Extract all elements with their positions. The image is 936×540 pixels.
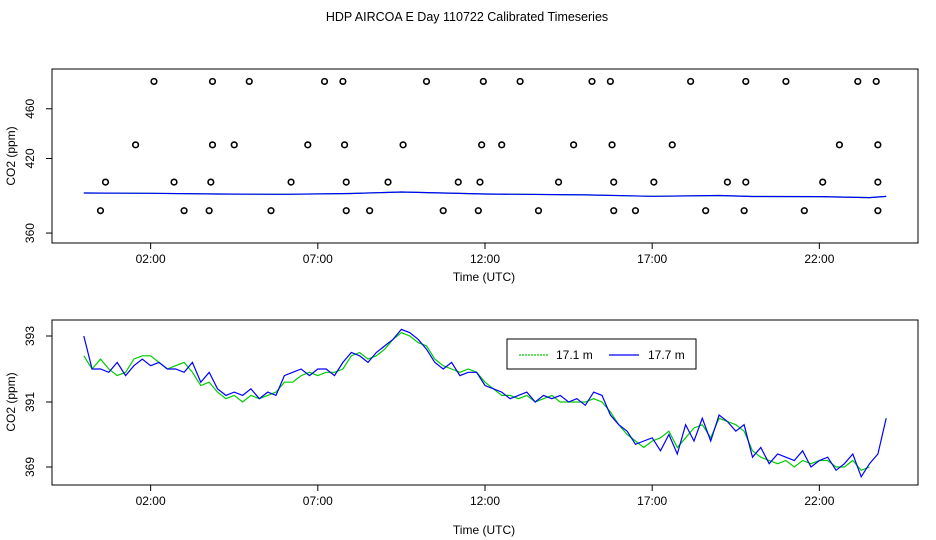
- axis-ticks-1: 02:00 07:00 12:00 17:00 22:00 360 420 460: [23, 98, 835, 266]
- data-point: [854, 77, 862, 86]
- data-point: [150, 77, 158, 86]
- data-point: [668, 141, 676, 149]
- data-point: [516, 77, 524, 86]
- data-point: [422, 77, 431, 86]
- data-point: [606, 77, 614, 86]
- data-point: [702, 207, 710, 215]
- data-point: [479, 77, 487, 86]
- data-point: [180, 207, 188, 215]
- series-line-17-7m: [83, 328, 887, 479]
- data-point: [230, 141, 238, 149]
- legend-label-17-1m: 17.1 m: [556, 348, 593, 362]
- data-point: [874, 207, 882, 215]
- x-tick-label: 02:00: [136, 252, 166, 266]
- legend-label-17-7m: 17.7 m: [648, 348, 685, 362]
- data-point: [342, 178, 350, 186]
- series-line-17-7m: [83, 191, 887, 199]
- data-point: [631, 207, 640, 215]
- series-line-17-1m: [83, 332, 870, 472]
- data-point: [384, 178, 392, 186]
- x-tick-label: 17:00: [637, 494, 667, 508]
- data-point: [366, 207, 374, 215]
- data-point: [588, 77, 596, 86]
- data-point: [399, 141, 407, 149]
- data-point: [874, 178, 882, 186]
- y-tick-label: 369: [23, 457, 37, 477]
- data-point: [439, 207, 447, 215]
- panel-scatter: 02:00 07:00 12:00 17:00 22:00 360 420 460 Time …: [4, 68, 919, 284]
- data-point: [554, 178, 563, 186]
- data-point: [245, 77, 253, 86]
- x-axis-label-1: Time (UTC): [453, 270, 515, 284]
- data-point: [208, 141, 217, 149]
- data-point: [339, 77, 347, 86]
- y-tick-label: 360: [23, 223, 37, 243]
- data-point: [742, 178, 750, 186]
- data-point: [610, 207, 618, 215]
- data-point: [800, 207, 808, 215]
- data-point: [208, 77, 217, 86]
- plot-frame-2: [51, 319, 919, 486]
- data-point: [320, 77, 329, 86]
- x-tick-label: 07:00: [303, 252, 333, 266]
- data-point: [96, 207, 105, 215]
- data-point: [874, 141, 882, 149]
- data-point: [782, 77, 790, 86]
- data-point: [170, 178, 178, 186]
- data-point: [534, 207, 543, 215]
- x-tick-label: 17:00: [637, 252, 667, 266]
- data-point: [872, 77, 880, 86]
- x-tick-label: 12:00: [470, 494, 500, 508]
- x-tick-label: 12:00: [470, 252, 500, 266]
- figure-title: HDP AIRCOA E Day 110722 Calibrated Times…: [326, 10, 608, 24]
- data-point: [454, 178, 462, 186]
- x-tick-label: 07:00: [303, 494, 333, 508]
- data-point: [740, 207, 748, 215]
- x-tick-label: 22:00: [804, 252, 834, 266]
- plot-frame-1: [51, 68, 919, 244]
- data-point: [498, 141, 506, 149]
- data-point: [723, 178, 732, 186]
- data-point: [742, 77, 750, 86]
- y-tick-label: 420: [23, 148, 37, 168]
- data-point: [687, 77, 695, 86]
- y-tick-label: 393: [23, 326, 37, 346]
- data-point: [304, 141, 312, 149]
- x-tick-label: 02:00: [136, 494, 166, 508]
- data-point: [835, 141, 844, 149]
- data-point: [478, 141, 486, 149]
- data-point: [267, 207, 275, 215]
- data-point: [340, 141, 349, 149]
- y-tick-label: 391: [23, 392, 37, 412]
- data-point: [207, 178, 215, 186]
- data-point: [819, 178, 827, 186]
- data-point: [131, 141, 140, 149]
- x-axis-label-2: Time (UTC): [453, 523, 515, 537]
- data-point: [287, 178, 295, 186]
- data-point: [205, 207, 213, 215]
- y-axis-label-2: CO2 (ppm): [4, 372, 18, 431]
- data-point: [476, 178, 484, 186]
- data-point: [101, 178, 110, 186]
- panel-lines: 02:00 07:00 12:00 17:00 22:00 369 391 393 Time …: [4, 319, 919, 537]
- data-point: [570, 141, 578, 149]
- legend-box: [506, 338, 697, 370]
- data-point: [610, 178, 618, 186]
- data-point: [342, 207, 350, 215]
- legend: 17.1 m 17.7 m: [506, 338, 697, 370]
- data-point: [608, 141, 616, 149]
- data-point: [650, 178, 658, 186]
- y-tick-label: 460: [23, 98, 37, 118]
- data-point: [474, 207, 482, 215]
- x-tick-label: 22:00: [804, 494, 834, 508]
- data-marks-2: [83, 328, 887, 479]
- data-marks-1: [83, 77, 887, 215]
- axis-ticks-2: 02:00 07:00 12:00 17:00 22:00 369 391 393: [23, 326, 835, 508]
- y-axis-label-1: CO2 (ppm): [4, 126, 18, 185]
